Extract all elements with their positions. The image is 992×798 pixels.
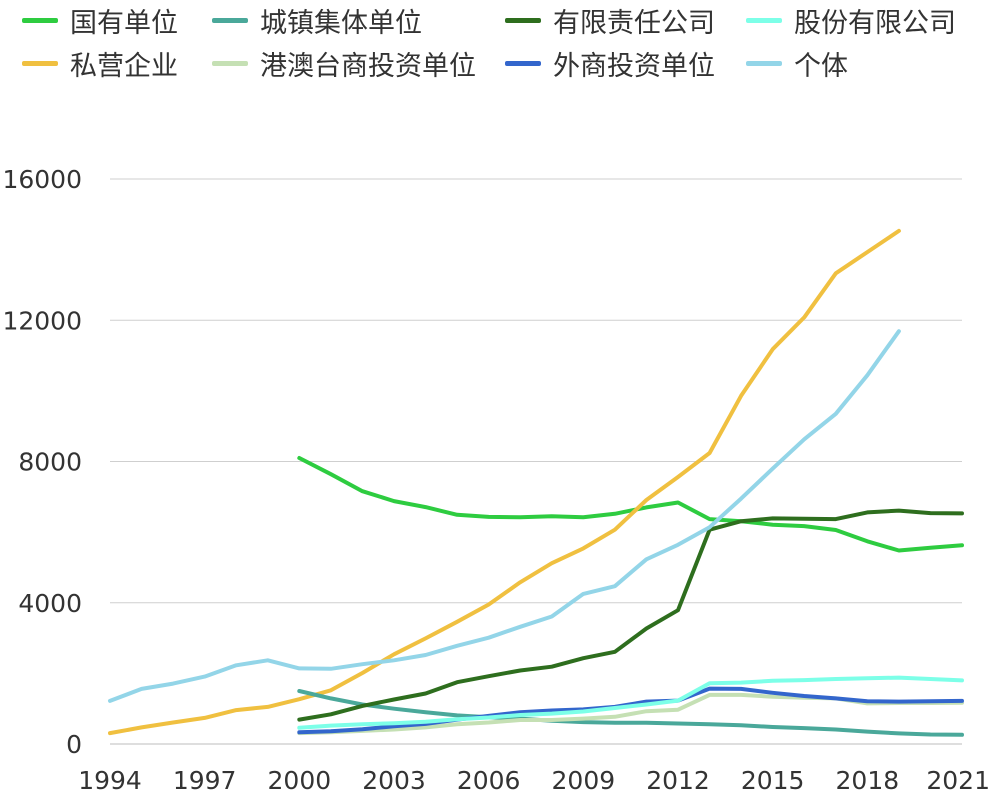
legend-label: 个体 xyxy=(794,50,848,82)
x-tick-label: 2021 xyxy=(926,766,990,795)
chart-legend: 国有单位 城镇集体单位 有限责任公司 股份有限公司私营企业 港澳台商投资单位 外商投资单位… xyxy=(0,0,992,90)
series-line-5 xyxy=(297,508,964,722)
series-line-7 xyxy=(297,675,964,730)
x-tick-label: 2018 xyxy=(836,766,900,795)
y-tick-label: 0 xyxy=(66,730,82,759)
x-tick-label: 2015 xyxy=(741,766,805,795)
y-tick-label: 8000 xyxy=(18,448,82,477)
legend-label: 外商投资单位 xyxy=(553,50,715,82)
y-axis: 0 4000 8000 12000 16000 xyxy=(2,165,82,759)
legend-item: 有限责任公司 xyxy=(505,5,715,39)
series-line-3 xyxy=(297,689,964,737)
legend-swatch xyxy=(746,17,782,23)
y-tick-label: 4000 xyxy=(18,589,82,618)
legend-item: 港澳台商投资单位 xyxy=(212,48,476,82)
legend-label: 城镇集体单位 xyxy=(260,7,422,39)
legend-label: 港澳台商投资单位 xyxy=(260,50,476,82)
legend-item: 国有单位 xyxy=(22,5,178,39)
x-axis: 1994 1997 2000 2003 2006 2009 2012 2015 2018 2021 xyxy=(78,766,990,795)
legend-item: 城镇集体单位 xyxy=(212,5,422,39)
x-tick-label: 2006 xyxy=(457,766,521,795)
legend-label: 股份有限公司 xyxy=(794,7,956,39)
legend-swatch xyxy=(22,60,58,66)
series-line-2 xyxy=(108,228,901,736)
x-tick-label: 2000 xyxy=(268,766,332,795)
series-lines xyxy=(108,228,964,737)
legend-swatch xyxy=(505,60,541,66)
x-tick-label: 2009 xyxy=(552,766,616,795)
x-tick-label: 2003 xyxy=(362,766,426,795)
legend-label: 有限责任公司 xyxy=(553,7,715,39)
series-line-8 xyxy=(108,329,901,703)
legend-swatch xyxy=(212,17,248,23)
grid-lines xyxy=(110,178,962,745)
legend-label: 国有单位 xyxy=(70,7,178,39)
legend-label: 私营企业 xyxy=(70,50,178,82)
y-tick-label: 16000 xyxy=(2,165,82,194)
legend-swatch xyxy=(212,60,248,66)
legend-swatch xyxy=(22,17,58,23)
x-tick-label: 1997 xyxy=(173,766,237,795)
legend-item: 个体 xyxy=(746,48,848,82)
x-tick-label: 1994 xyxy=(78,766,142,795)
y-tick-label: 12000 xyxy=(2,306,82,335)
series-line-1 xyxy=(297,456,964,553)
legend-item: 股份有限公司 xyxy=(746,5,956,39)
legend-item: 外商投资单位 xyxy=(505,48,715,82)
x-tick-label: 2012 xyxy=(646,766,710,795)
legend-swatch xyxy=(505,17,541,23)
legend-swatch xyxy=(746,60,782,66)
legend-item: 私营企业 xyxy=(22,48,178,82)
